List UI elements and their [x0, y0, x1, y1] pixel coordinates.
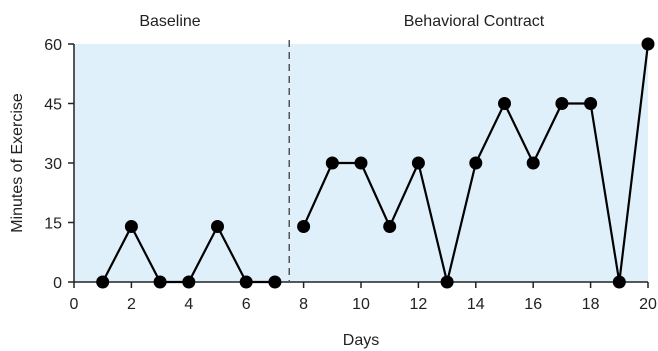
data-point	[325, 156, 339, 170]
x-tick-label: 16	[524, 296, 542, 313]
y-tick-label: 15	[44, 216, 62, 233]
y-axis-ticks: 0 15 30 45 60	[44, 37, 74, 292]
y-tick-label: 45	[44, 97, 62, 114]
data-point	[268, 275, 282, 289]
x-tick-label: 8	[299, 296, 308, 313]
data-point	[469, 156, 483, 170]
series-points	[96, 37, 655, 289]
data-point	[555, 97, 569, 110]
data-point	[383, 219, 397, 233]
data-point	[354, 156, 368, 170]
data-point	[411, 156, 425, 170]
x-tick-label: 0	[70, 296, 79, 313]
x-tick-label: 20	[639, 296, 657, 313]
data-point	[498, 97, 511, 110]
data-point	[239, 275, 253, 289]
data-point	[612, 275, 626, 289]
data-point	[96, 275, 110, 289]
x-tick-label: 4	[184, 296, 193, 313]
x-tick-label: 2	[127, 296, 136, 313]
y-axis-title: Minutes of Exercise	[9, 93, 26, 233]
x-tick-label: 10	[352, 296, 370, 313]
data-point	[584, 97, 598, 110]
data-point	[641, 37, 655, 51]
x-tick-label: 14	[467, 296, 485, 313]
data-point	[440, 275, 454, 289]
data-point	[297, 219, 311, 233]
phase-label-behavioral-contract: Behavioral Contract	[404, 13, 545, 30]
y-tick-label: 60	[44, 37, 62, 54]
x-tick-label: 12	[410, 296, 428, 313]
data-point	[153, 275, 167, 289]
data-point	[211, 219, 224, 233]
phase-labels: Baseline Behavioral Contract	[139, 13, 545, 30]
data-point	[124, 219, 138, 233]
x-axis-title: Days	[343, 332, 379, 349]
x-tick-label: 6	[242, 296, 251, 313]
data-point	[182, 275, 196, 289]
data-point	[526, 156, 540, 170]
phase-label-baseline: Baseline	[139, 13, 200, 30]
y-tick-label: 30	[44, 156, 62, 173]
x-tick-label: 18	[582, 296, 600, 313]
y-tick-label: 0	[53, 275, 62, 292]
